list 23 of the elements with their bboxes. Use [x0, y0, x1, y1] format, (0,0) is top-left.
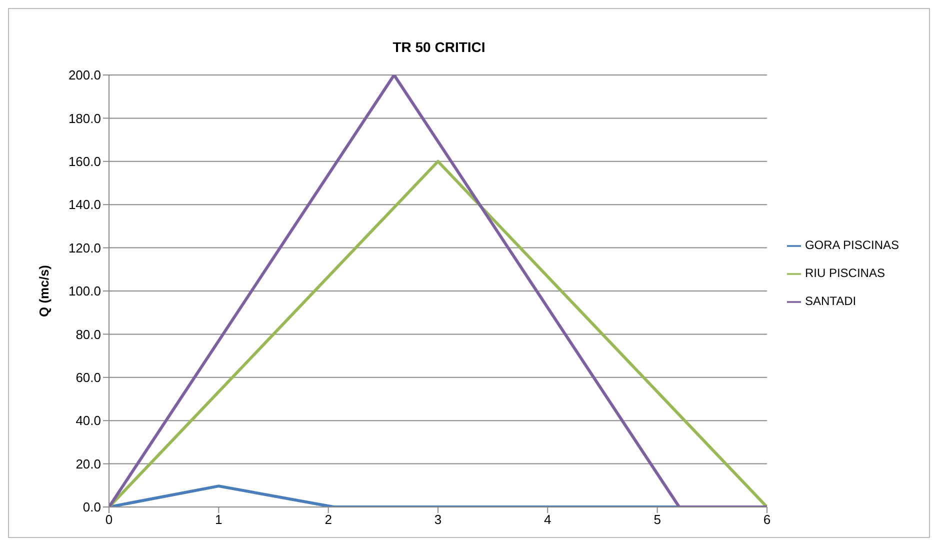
y-tick-label: 160.0 [68, 154, 101, 170]
legend-label: SANTADI [804, 294, 856, 308]
x-tick-label: 3 [434, 512, 442, 528]
chart-title: TR 50 CRITICI [392, 39, 486, 55]
y-tick-label: 60.0 [76, 370, 101, 386]
y-tick-label: 40.0 [76, 413, 101, 428]
y-axis-title: Q (mc/s) [36, 264, 52, 318]
x-tick-label: 2 [324, 512, 332, 528]
y-tick-label: 80.0 [76, 326, 101, 342]
y-tick-label: 20.0 [76, 456, 101, 472]
y-tick-label: 180.0 [68, 110, 101, 126]
y-tick-label: 200.0 [68, 68, 101, 83]
legend-label: RIU PISCINAS [804, 266, 885, 280]
x-tick-label: 1 [215, 512, 222, 528]
x-tick-label: 6 [763, 512, 771, 528]
x-tick-label: 0 [105, 512, 113, 528]
x-tick-label: 4 [544, 512, 552, 528]
x-tick-label: 5 [654, 512, 661, 528]
y-tick-label: 0.0 [82, 500, 101, 515]
y-tick-label: 100.0 [68, 284, 101, 299]
legend-label: GORA PISCINAS [804, 238, 899, 252]
y-tick-label: 140.0 [68, 197, 101, 212]
y-tick-label: 120.0 [68, 240, 101, 256]
